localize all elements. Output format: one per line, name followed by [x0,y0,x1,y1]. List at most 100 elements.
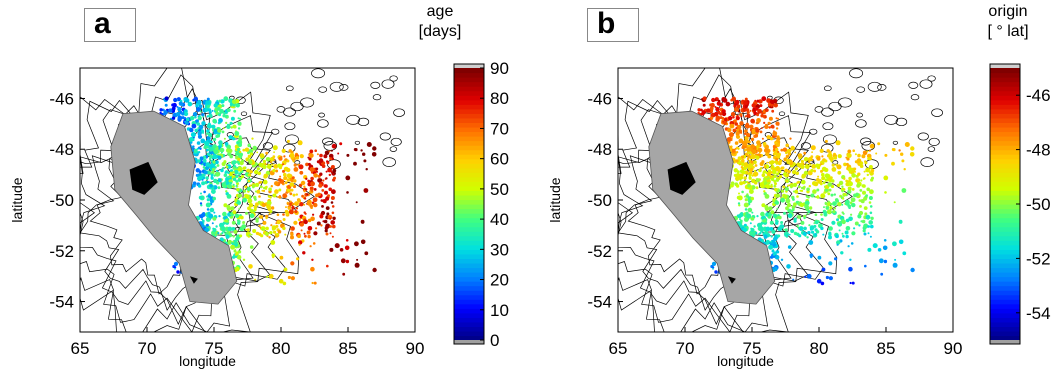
tracer-point [751,149,757,155]
colorbar-segment [990,267,1020,273]
tracer-point [244,194,250,200]
bathymetry-contour [372,94,382,101]
bathymetry-contour [290,101,304,112]
tracer-point [217,232,220,235]
tracer-point [841,197,845,200]
tracer-point [850,213,853,216]
tracer-point [749,189,754,195]
tracer-point [324,178,327,180]
tracer-point [869,205,873,208]
tracer-point [192,181,197,185]
tracer-point [326,264,329,268]
tracer-point [787,245,792,249]
tracer-point [829,202,833,206]
tracer-point [851,231,856,236]
tracer-point [884,153,888,157]
tracer-point [782,147,788,152]
tracer-point [299,154,304,159]
tracer-point [832,210,836,214]
tracer-point [281,148,286,153]
tracer-point [236,160,240,164]
tracer-point [306,230,311,235]
tracer-point [792,198,795,201]
tracer-point [872,243,878,249]
tracer-point [249,245,254,249]
tracer-point [230,244,236,250]
tracer-point [743,223,747,227]
tracer-point [739,181,744,186]
tracer-point [233,109,237,113]
tracer-point [780,258,784,261]
tracer-point [762,171,766,174]
colorbar-segment [990,199,1020,205]
tracer-point [372,146,377,151]
tracer-point [759,100,763,103]
tracer-point [232,160,237,165]
colorbar-tick-label: 20 [490,271,509,290]
tracer-point [242,197,248,203]
tracer-point [826,209,832,215]
tracer-point [736,128,739,132]
tracer-point [849,258,852,261]
tracer-point [274,181,279,186]
x-tick-label: 90 [944,339,963,358]
tracer-point [774,187,778,192]
tracer-point [882,245,888,251]
tracer-point [746,111,750,114]
tracer-point [697,111,700,115]
bathymetry-contour [822,122,834,131]
plateau-land [110,110,238,305]
tracer-point [268,236,271,239]
tracer-point [727,127,732,133]
tracer-point [837,202,842,207]
tracer-point [203,99,206,103]
bathymetry-contour [300,97,315,108]
tracer-point [781,189,785,193]
tracer-point [749,162,752,165]
tracer-point [289,200,292,203]
tracer-point [241,224,247,230]
tracer-point [205,100,210,106]
tracer-point [851,188,855,191]
tracer-point [282,218,286,221]
tracer-point [236,185,239,187]
tracer-point [840,251,844,255]
tracer-point [743,202,749,208]
tracer-point [206,180,210,184]
tracer-point [747,184,751,188]
tracer-point [746,193,749,196]
bathymetry-contour [329,81,344,92]
tracer-point [786,203,792,208]
tracer-point [820,281,825,286]
tracer-point [298,164,304,170]
tracer-point [796,195,799,198]
tracer-point [307,218,312,223]
colorbar-segment [990,276,1020,282]
tracer-point [219,147,225,153]
tracer-point [242,221,246,224]
tracer-point [234,253,238,256]
colorbar-segment [990,158,1020,164]
tracer-point [776,143,780,147]
tracer-point [815,230,820,234]
tracer-point [366,142,372,147]
tracer-point [858,210,864,216]
tracer-point [843,177,846,180]
tracer-point [196,106,201,112]
tracer-point [278,278,284,284]
tracer-point [310,176,314,181]
colorbar-segment [454,290,484,296]
tracer-point [735,134,741,139]
y-tick-label: -46 [49,89,74,108]
tracer-point [744,129,748,133]
tracer-point [237,178,242,182]
tracer-point [227,212,232,217]
colorbar-segment [990,208,1020,214]
tracer-point [845,226,851,231]
tracer-point [828,261,833,266]
tracer-point [233,125,237,129]
tracer-point [263,173,269,179]
tracer-point [763,144,766,147]
tracer-point [282,226,286,231]
tracer-point [206,105,210,109]
